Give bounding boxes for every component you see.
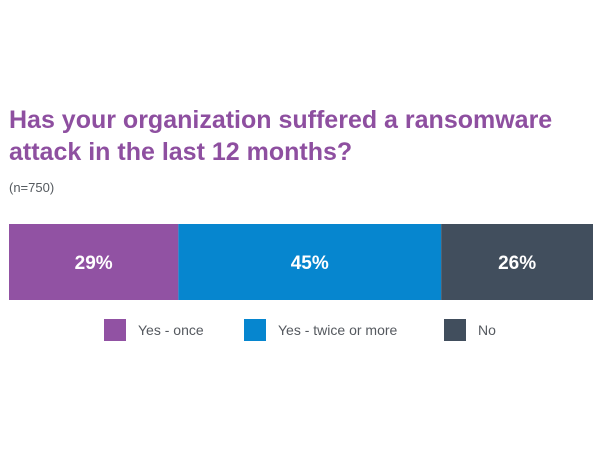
legend-label-no: No [478,322,496,338]
legend-label-yes-twice-or-more: Yes - twice or more [278,322,398,338]
bar-segment-no [441,224,593,300]
chart-legend: Yes - once Yes - twice or more No [0,318,600,342]
legend-item-no: No [444,318,496,342]
legend-swatch-yes-once [104,319,126,341]
bar-segment-yes-once [9,224,179,300]
data-label-yes-twice-or-more: 45% [291,253,329,274]
data-label-no: 26% [498,253,536,274]
bar-segment-yes-twice-or-more [178,224,442,300]
chart-title: Has your organization suffered a ransomw… [9,106,553,166]
legend-swatch-yes-twice-or-more [244,319,266,341]
legend-item-yes-twice-or-more: Yes - twice or more [244,318,397,342]
data-label-yes-once: 29% [75,253,113,274]
legend-swatch-no [444,319,466,341]
sample-size-note: (n=750) [9,180,55,195]
legend-item-yes-once: Yes - once [104,318,204,342]
stacked-bar-chart: 29% 45% 26% [9,224,593,300]
legend-label-yes-once: Yes - once [138,322,204,338]
